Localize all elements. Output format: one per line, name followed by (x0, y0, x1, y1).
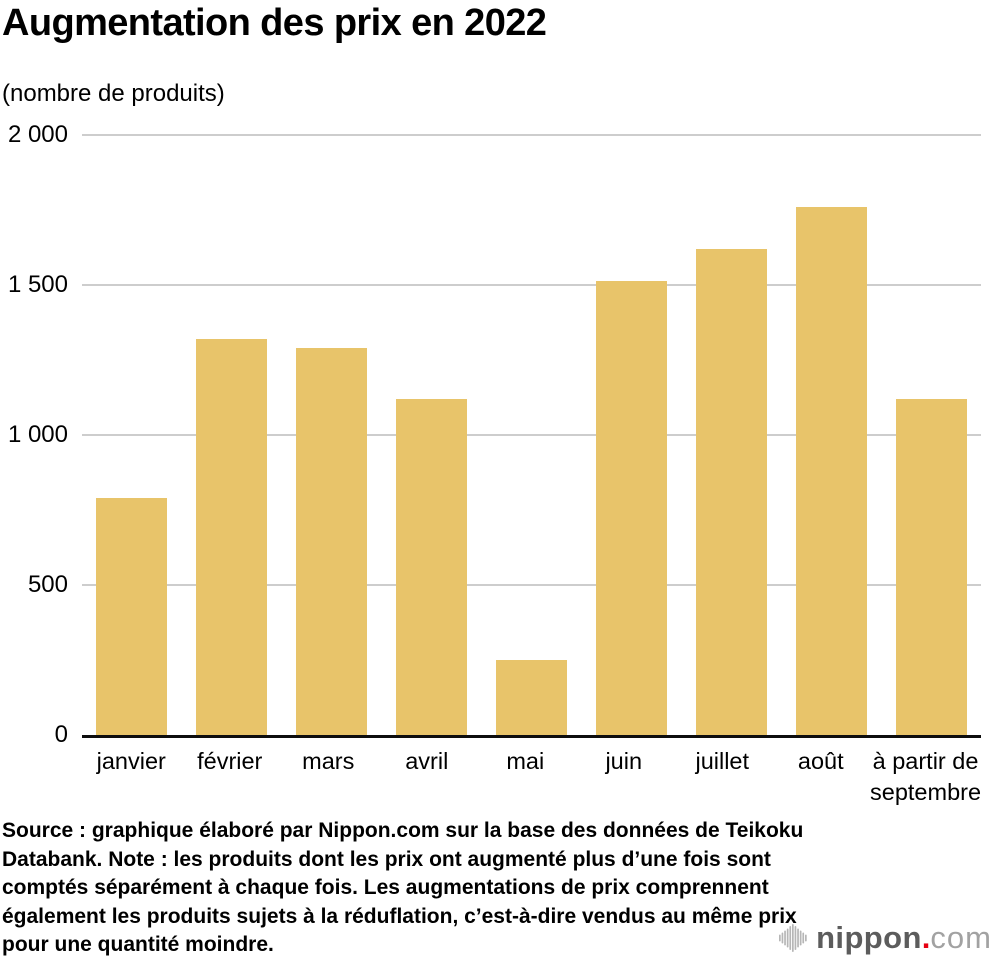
x-tick-label-janvier: janvier (96, 748, 166, 774)
bar-slot (182, 339, 282, 735)
bar-mars (296, 348, 368, 735)
bar-juillet (695, 249, 767, 735)
x-axis-labels: janvier février mars avril mai juin juillet aoû… (82, 746, 981, 808)
bar-slot (482, 660, 582, 735)
logo-name: nippon (816, 920, 922, 955)
waveform-icon (779, 924, 807, 952)
gridline-2000 (82, 134, 981, 136)
y-tick-label-0: 0 (54, 721, 68, 748)
bar-avril (396, 399, 468, 735)
x-tick-label-juillet: juillet (695, 748, 750, 774)
logo-text: nippon. com (816, 918, 992, 958)
plot-area (82, 134, 981, 738)
bar-series (82, 135, 981, 735)
gridline-1000 (82, 434, 981, 436)
bar-slot (881, 399, 981, 735)
bar-slot (581, 280, 681, 735)
x-tick-label-mai: mai (506, 748, 545, 774)
bar-slot (282, 348, 382, 735)
x-tick-label-août: août (797, 748, 844, 774)
bar-mai (496, 660, 567, 735)
y-tick-label-2000: 2 000 (7, 121, 68, 148)
bar-slot (82, 498, 182, 735)
y-tick-label-500: 500 (27, 571, 68, 598)
y-tick-label-1500: 1 500 (7, 271, 68, 298)
bar-slot (781, 207, 881, 735)
logo-tld: com (930, 920, 992, 955)
chart-subtitle: (nombre de produits) (2, 80, 225, 107)
bar-janvier (96, 498, 168, 735)
x-tick-label-à-partir-de-septembre: à partir de septembre (870, 748, 982, 805)
source-note: Source : graphique élaboré par Nippon.co… (2, 819, 804, 956)
nippon-logo: nippon. com (778, 918, 992, 958)
bar-juin (595, 280, 667, 735)
bar-slot (681, 249, 781, 735)
gridline-1500 (82, 284, 981, 286)
chart-title: Augmentation des prix en 2022 (2, 2, 547, 44)
bar-à-partir-de-septembre (895, 399, 967, 735)
gridline-500 (82, 584, 981, 586)
x-tick-label-mars: mars (302, 748, 355, 774)
x-tick-label-juin: juin (605, 748, 643, 774)
bar-slot (382, 399, 482, 735)
x-tick-label-avril: avril (405, 748, 449, 774)
bar-août (795, 207, 867, 735)
logo-dot: . (921, 920, 931, 955)
bar-février (196, 339, 268, 735)
y-tick-label-1000: 1 000 (7, 421, 68, 448)
y-axis-labels: 0 500 1 000 1 500 2 000 (0, 0, 68, 966)
x-tick-label-février: février (197, 748, 263, 774)
